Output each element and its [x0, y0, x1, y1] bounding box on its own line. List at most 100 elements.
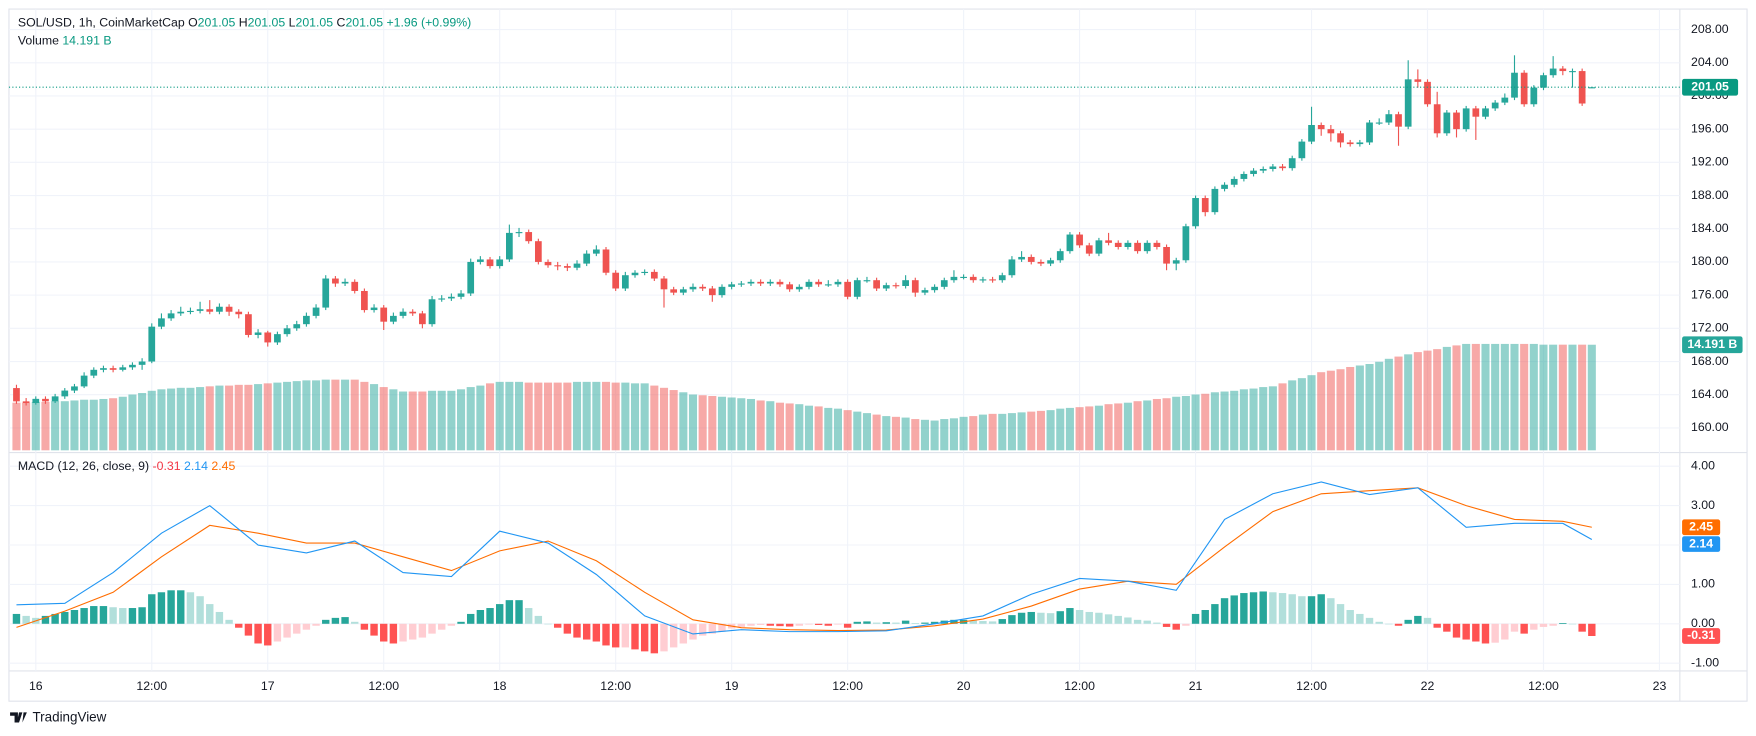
volume-bar [891, 416, 900, 451]
candle-body [911, 280, 919, 293]
volume-bar [1268, 386, 1277, 451]
macd-histogram-bar [785, 623, 794, 627]
macd-histogram-bar [669, 623, 678, 648]
volume-bar [350, 379, 359, 451]
volume-bar [737, 398, 746, 451]
macd-histogram-bar [1114, 615, 1122, 624]
macd-histogram-bar [901, 620, 910, 624]
candle-body [1008, 259, 1016, 276]
volume-bar [611, 382, 620, 451]
volume-bar [1510, 343, 1519, 451]
macd-histogram-bar [1211, 604, 1219, 624]
volume-bar [1278, 383, 1287, 451]
grid-layer [8, 9, 1680, 671]
candle-body [235, 311, 243, 315]
macd-histogram-bar [872, 622, 881, 624]
macd-histogram-bar [1133, 619, 1142, 624]
candle-body [1027, 256, 1035, 262]
volume-badge-label: 14.191 B [1687, 337, 1737, 351]
macd-histogram-bar [892, 622, 900, 624]
macd-histogram-bar [698, 623, 707, 636]
macd-histogram-bar [814, 623, 823, 625]
macd-histogram-bar [1414, 615, 1422, 624]
macd-histogram-bar [138, 607, 146, 624]
macd-histogram-bar [119, 608, 127, 624]
macd-histogram-bar [235, 623, 243, 628]
volume-bar [437, 390, 446, 451]
candle-body [1549, 68, 1557, 76]
volume-bar [1114, 403, 1123, 451]
volume-bar [795, 404, 804, 451]
candle-body [370, 307, 378, 311]
macd-histogram-bar [1307, 596, 1316, 624]
macd-histogram-bar [351, 621, 359, 624]
macd-histogram-bar [244, 623, 253, 636]
volume-bar [80, 399, 89, 451]
macd-histogram-bar [1249, 592, 1258, 624]
change: +1.96 (+0.99%) [386, 16, 471, 30]
volume-bar [804, 405, 814, 451]
volume-bar [22, 402, 31, 451]
volume-bar [959, 416, 968, 451]
candle-body [1346, 142, 1354, 145]
volume-bar [331, 379, 340, 451]
volume-bar [998, 413, 1007, 451]
volume-bar [824, 407, 833, 451]
candle-body [51, 396, 59, 402]
candle-body [467, 261, 475, 294]
volume-bar [225, 385, 234, 451]
volume-legend: Volume 14.191 B [18, 34, 112, 48]
macd-histogram-bar [1433, 623, 1441, 628]
volume-bar [1520, 343, 1529, 451]
candle-body [1424, 81, 1431, 105]
candle-body [390, 315, 397, 322]
macd-histogram-bar [1143, 620, 1151, 624]
candle-body [737, 283, 745, 285]
volume-bar [447, 390, 456, 451]
volume-bar [495, 381, 504, 451]
macd-histogram-bar [1520, 623, 1528, 634]
volume-bar [408, 391, 417, 451]
macd-histogram-bar [1559, 622, 1567, 624]
candle-body [757, 281, 765, 284]
volume-bar [1104, 404, 1113, 451]
macd-histogram-bar [1162, 623, 1171, 627]
volume-bar [215, 385, 224, 451]
candle-body [1404, 79, 1412, 127]
volume-bar [1462, 343, 1471, 451]
macd-histogram-bar [1365, 617, 1374, 624]
open-value: 201.05 [198, 16, 236, 30]
candle-body [303, 315, 310, 325]
macd-histogram-bar [148, 594, 156, 624]
candle-body [805, 281, 813, 287]
candle-body [525, 232, 533, 242]
macd-badge-label: -0.31 [1687, 628, 1715, 642]
macd-histogram-bar [505, 600, 514, 624]
volume-bar [360, 381, 369, 451]
macd-histogram-bar [805, 623, 813, 625]
macd-histogram-bar [1008, 615, 1016, 624]
candle-body [1327, 129, 1335, 134]
volume-bar [1336, 369, 1345, 451]
candle-body [534, 241, 542, 262]
logo-icon [10, 712, 27, 723]
volume-name: Volume [18, 34, 59, 48]
price-tick-label: 184.00 [1691, 221, 1729, 235]
candle-body [100, 368, 107, 370]
macd-line-last: 2.14 [184, 459, 208, 473]
candle-body [1472, 108, 1480, 117]
candle-body [1501, 97, 1509, 103]
volume-bar [911, 419, 920, 451]
volume-bar [1568, 344, 1577, 451]
candle-body [341, 281, 349, 284]
macd-histogram-bar [283, 623, 291, 638]
volume-bar [263, 383, 272, 451]
macd-histogram-bar [1404, 619, 1412, 624]
volume-bar [244, 384, 253, 451]
time-tick-label: 12:00 [600, 679, 631, 693]
macd-histogram-bar [254, 623, 262, 644]
volume-bar [1442, 346, 1451, 451]
time-tick-label: 18 [493, 679, 507, 693]
candle-body [1172, 260, 1180, 264]
macd-histogram-bar [544, 623, 552, 625]
